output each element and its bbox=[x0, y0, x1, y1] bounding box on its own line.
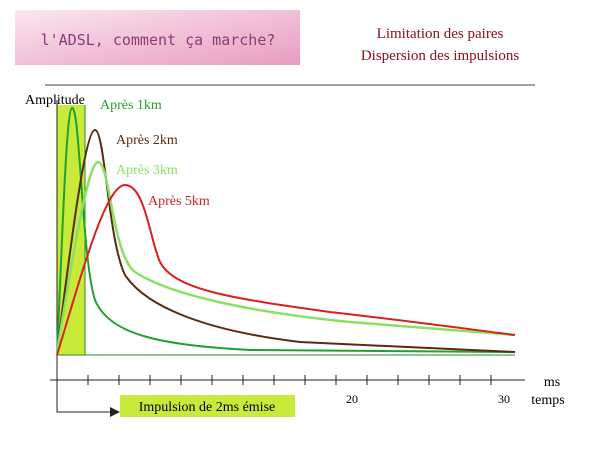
y-axis-label: Amplitude bbox=[25, 93, 85, 108]
x-axis-label: temps bbox=[531, 393, 564, 408]
x-tick-label: 20 bbox=[346, 392, 358, 406]
title-line: Limitation des paires bbox=[377, 26, 504, 42]
curve-label: Après 5km bbox=[148, 194, 210, 209]
pulse-label: Impulsion de 2ms émise bbox=[139, 400, 276, 415]
x-axis-label: ms bbox=[544, 375, 560, 390]
curve-5km bbox=[56, 183, 516, 356]
pulse-box bbox=[120, 395, 295, 417]
banner-box bbox=[15, 10, 300, 65]
pulse-arrow bbox=[56, 382, 110, 413]
banner: l'ADSL, comment ça marche? bbox=[41, 31, 276, 49]
curve-label: Après 3km bbox=[116, 163, 178, 178]
title-line: Dispersion des impulsions bbox=[361, 48, 519, 64]
x-ticks bbox=[56, 375, 492, 385]
arrow-head bbox=[110, 407, 120, 417]
curve-label: Après 2km bbox=[116, 133, 178, 148]
x-tick-label: 30 bbox=[498, 392, 510, 406]
curve-3km bbox=[55, 160, 516, 353]
curve-label: Après 1km bbox=[100, 98, 162, 113]
